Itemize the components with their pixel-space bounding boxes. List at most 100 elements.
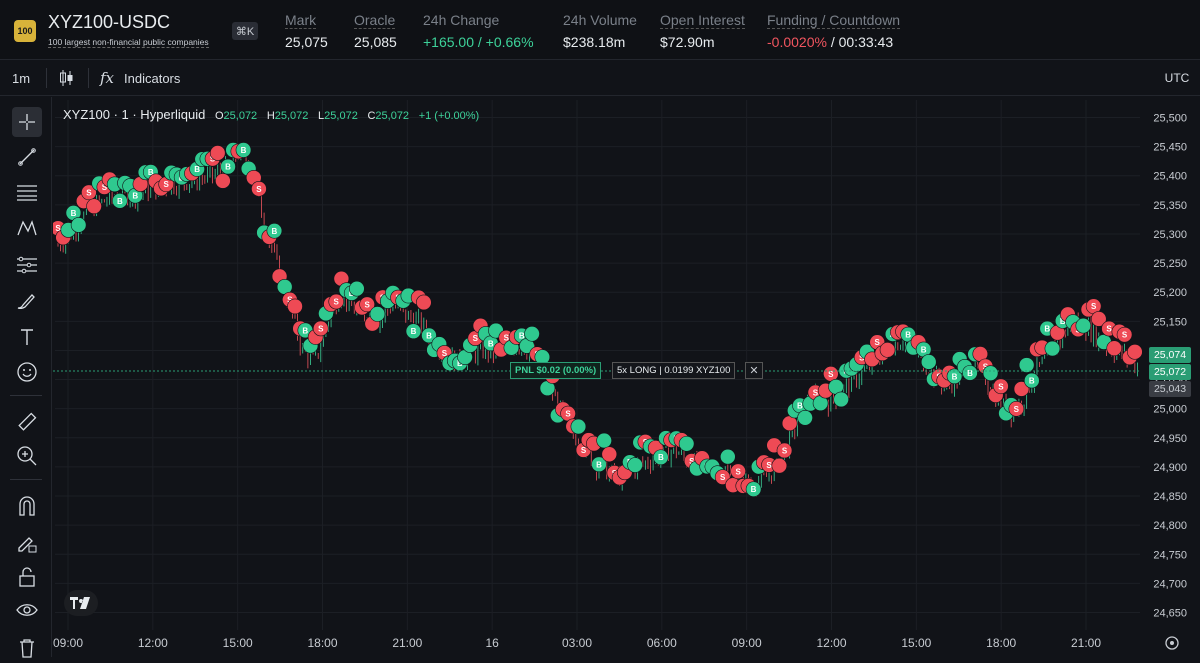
sell-marker	[771, 457, 788, 474]
candle-type-icon[interactable]	[56, 66, 78, 90]
legend-open-value: 25,072	[223, 110, 258, 122]
price-tag-mark: 25,074	[1149, 347, 1191, 363]
buy-marker	[235, 142, 252, 158]
sell-marker	[416, 294, 432, 311]
buy-marker-label: B	[658, 453, 664, 462]
time-tick-label: 21:00	[1071, 636, 1101, 650]
time-tick-label: 15:00	[901, 636, 931, 650]
buy-marker-label: B	[225, 163, 231, 172]
buy-marker	[1018, 357, 1035, 373]
position-pnl-label[interactable]: PNL $0.02 (0.00%)	[510, 362, 602, 379]
sell-marker-label: S	[766, 461, 772, 470]
price-tag-last: 25,072	[1149, 364, 1191, 380]
tradingview-logo[interactable]	[64, 590, 98, 616]
sell-marker	[81, 184, 97, 201]
buy-marker-label: B	[71, 209, 77, 218]
buy-marker-label: B	[117, 197, 123, 206]
buy-marker	[627, 457, 643, 473]
sell-marker-label: S	[735, 467, 741, 476]
buy-marker	[591, 456, 607, 473]
trade-markers: SBSSBBBSBBSBBSBSBSSBSSSBBSBSBSBSSSSBSBSB…	[53, 142, 1143, 498]
buy-marker-label: B	[952, 372, 958, 381]
stat-mark-label: Mark	[285, 12, 317, 29]
fib-icon[interactable]	[12, 177, 42, 207]
sell-marker	[730, 463, 746, 480]
market-logo: 100	[14, 20, 36, 42]
time-tick-label: 03:00	[562, 636, 592, 650]
buy-marker-label: B	[457, 359, 463, 368]
trendline-icon[interactable]	[12, 142, 42, 172]
unlock-icon[interactable]	[12, 562, 42, 592]
stat-oracle-value: 25,085	[354, 34, 397, 50]
position-details-label[interactable]: 5x LONG | 0.0199 XYZ100	[612, 362, 736, 379]
buy-marker-label: B	[1029, 377, 1035, 386]
buy-marker-label: B	[302, 326, 308, 335]
chart-legend: XYZ100 · 1 · Hyperliquid O25,072 H25,072…	[63, 107, 479, 122]
price-tick-label: 25,350	[1153, 200, 1187, 212]
indicators-button[interactable]: fx Indicators	[100, 66, 190, 90]
sell-marker-label: S	[720, 473, 726, 482]
sell-marker	[1127, 344, 1143, 360]
legend-high-value: 25,072	[274, 110, 309, 122]
buy-marker	[797, 409, 813, 426]
price-tick-label: 24,800	[1153, 520, 1187, 532]
price-tick-label: 25,500	[1153, 112, 1187, 124]
stat-volume-value: $238.18m	[563, 34, 626, 50]
chart-grid	[55, 100, 1140, 630]
price-tick-label: 24,650	[1153, 608, 1187, 620]
crosshair-icon[interactable]	[12, 107, 42, 137]
eye-icon[interactable]	[12, 595, 42, 625]
sell-marker	[714, 469, 731, 485]
zoom-in-icon[interactable]	[12, 441, 42, 471]
close-position-button[interactable]: ✕	[745, 362, 763, 379]
sell-marker	[1116, 326, 1133, 343]
ruler-icon[interactable]	[12, 407, 42, 437]
sell-marker	[776, 442, 793, 459]
price-tick-label: 24,850	[1153, 491, 1187, 503]
sell-marker-label: S	[983, 362, 989, 371]
prediction-icon[interactable]	[12, 249, 42, 279]
trash-icon[interactable]	[12, 633, 42, 663]
pair-subtitle: 100 largest non-financial public compani…	[48, 37, 209, 48]
magnet-icon[interactable]	[12, 491, 42, 521]
price-chart[interactable]: SBSSBBBSBBSBBSBSBSSBSSSBBSBSBSBSSSSBSBSB…	[53, 97, 1200, 657]
buy-marker-label: B	[921, 345, 927, 354]
stat-mark-value: 25,075	[285, 34, 328, 50]
buy-marker-label: B	[194, 165, 200, 174]
legend-close-value: 25,072	[375, 110, 410, 122]
sell-marker	[993, 378, 1009, 395]
text-icon[interactable]	[12, 322, 42, 352]
stat-change-value: +165.00 / +0.66%	[423, 34, 534, 50]
sell-marker	[1013, 381, 1030, 397]
market-header: 100 XYZ100-USDC 100 largest non-financia…	[0, 0, 1200, 60]
sell-marker-label: S	[256, 185, 262, 194]
emoji-icon[interactable]	[12, 357, 42, 387]
time-tick-label: 21:00	[392, 636, 422, 650]
legend-low-label: L	[318, 110, 325, 122]
pattern-icon[interactable]	[12, 213, 42, 243]
sell-marker	[328, 293, 345, 310]
brush-icon[interactable]	[12, 286, 42, 316]
search-shortcut-badge[interactable]: ⌘K	[232, 22, 258, 40]
legend-change-value: +1 (+0.00%)	[418, 110, 480, 122]
stat-funding: Funding / Countdown -0.0020% / 00:33:43	[767, 12, 901, 50]
sell-marker-label: S	[1106, 325, 1112, 334]
legend-title: XYZ100 · 1 · Hyperliquid	[63, 107, 206, 122]
buy-marker	[369, 306, 386, 322]
timezone-button[interactable]: UTC	[1164, 71, 1190, 85]
sell-marker	[86, 198, 102, 215]
sell-marker	[879, 342, 896, 358]
price-tag-oracle: 25,043	[1149, 381, 1191, 397]
sell-marker-label: S	[102, 183, 108, 192]
price-tick-label: 24,700	[1153, 578, 1187, 590]
legend-open-label: O	[214, 110, 224, 122]
price-tick-label: 24,750	[1153, 549, 1187, 561]
lock-drawings-icon[interactable]	[12, 527, 42, 557]
interval-button[interactable]: 1m	[11, 70, 31, 86]
buy-marker	[112, 193, 128, 209]
sell-marker	[1106, 340, 1123, 357]
pair-selector[interactable]: XYZ100-USDC	[48, 12, 171, 32]
buy-marker	[946, 368, 963, 385]
sell-marker-label: S	[828, 370, 834, 379]
sell-marker	[251, 181, 267, 197]
